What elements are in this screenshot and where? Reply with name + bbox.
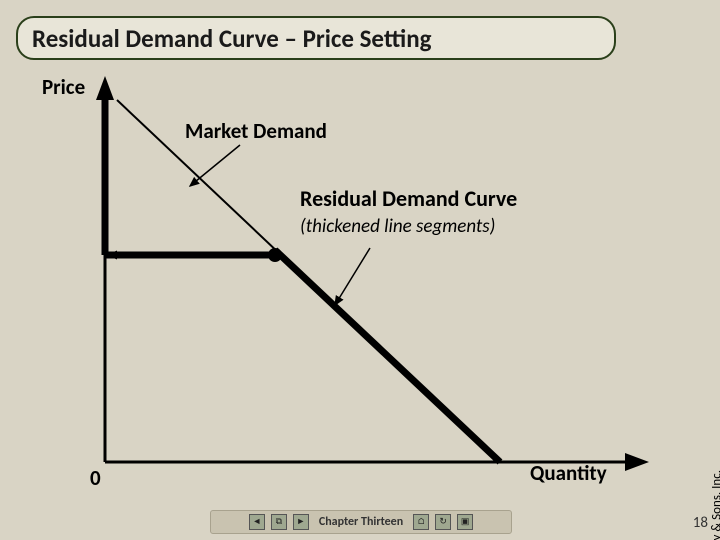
residual-demand-curve-label: Residual Demand Curve <box>300 185 517 212</box>
arrow-to-market-demand <box>190 145 240 186</box>
origin-label: 0 <box>90 465 101 491</box>
price-axis-label: Price <box>42 74 85 100</box>
nav-next-icon[interactable]: ► <box>293 514 309 530</box>
chapter-label: Chapter Thirteen <box>319 515 403 529</box>
residual-diagonal-segment <box>275 250 500 462</box>
nav-up-icon[interactable]: ⧉ <box>271 514 287 530</box>
copyright-text: Copyright (c)2014 John Wiley & Sons, Inc… <box>710 470 720 540</box>
kink-dot <box>268 248 282 262</box>
demand-chart <box>0 0 720 540</box>
market-demand-label: Market Demand <box>185 118 327 144</box>
quantity-axis-label: Quantity <box>530 460 607 486</box>
page-number: 18 <box>693 514 708 532</box>
nav-home-icon[interactable]: ⌂ <box>413 514 429 530</box>
nav-fullscreen-icon[interactable]: ▣ <box>457 514 473 530</box>
chapter-nav-bar: ◄ ⧉ ► Chapter Thirteen ⌂ ↻ ▣ <box>210 510 512 534</box>
nav-refresh-icon[interactable]: ↻ <box>435 514 451 530</box>
thickened-note: (thickened line segments) <box>300 215 495 238</box>
nav-prev-icon[interactable]: ◄ <box>249 514 265 530</box>
arrow-to-residual-diagonal <box>335 248 370 305</box>
